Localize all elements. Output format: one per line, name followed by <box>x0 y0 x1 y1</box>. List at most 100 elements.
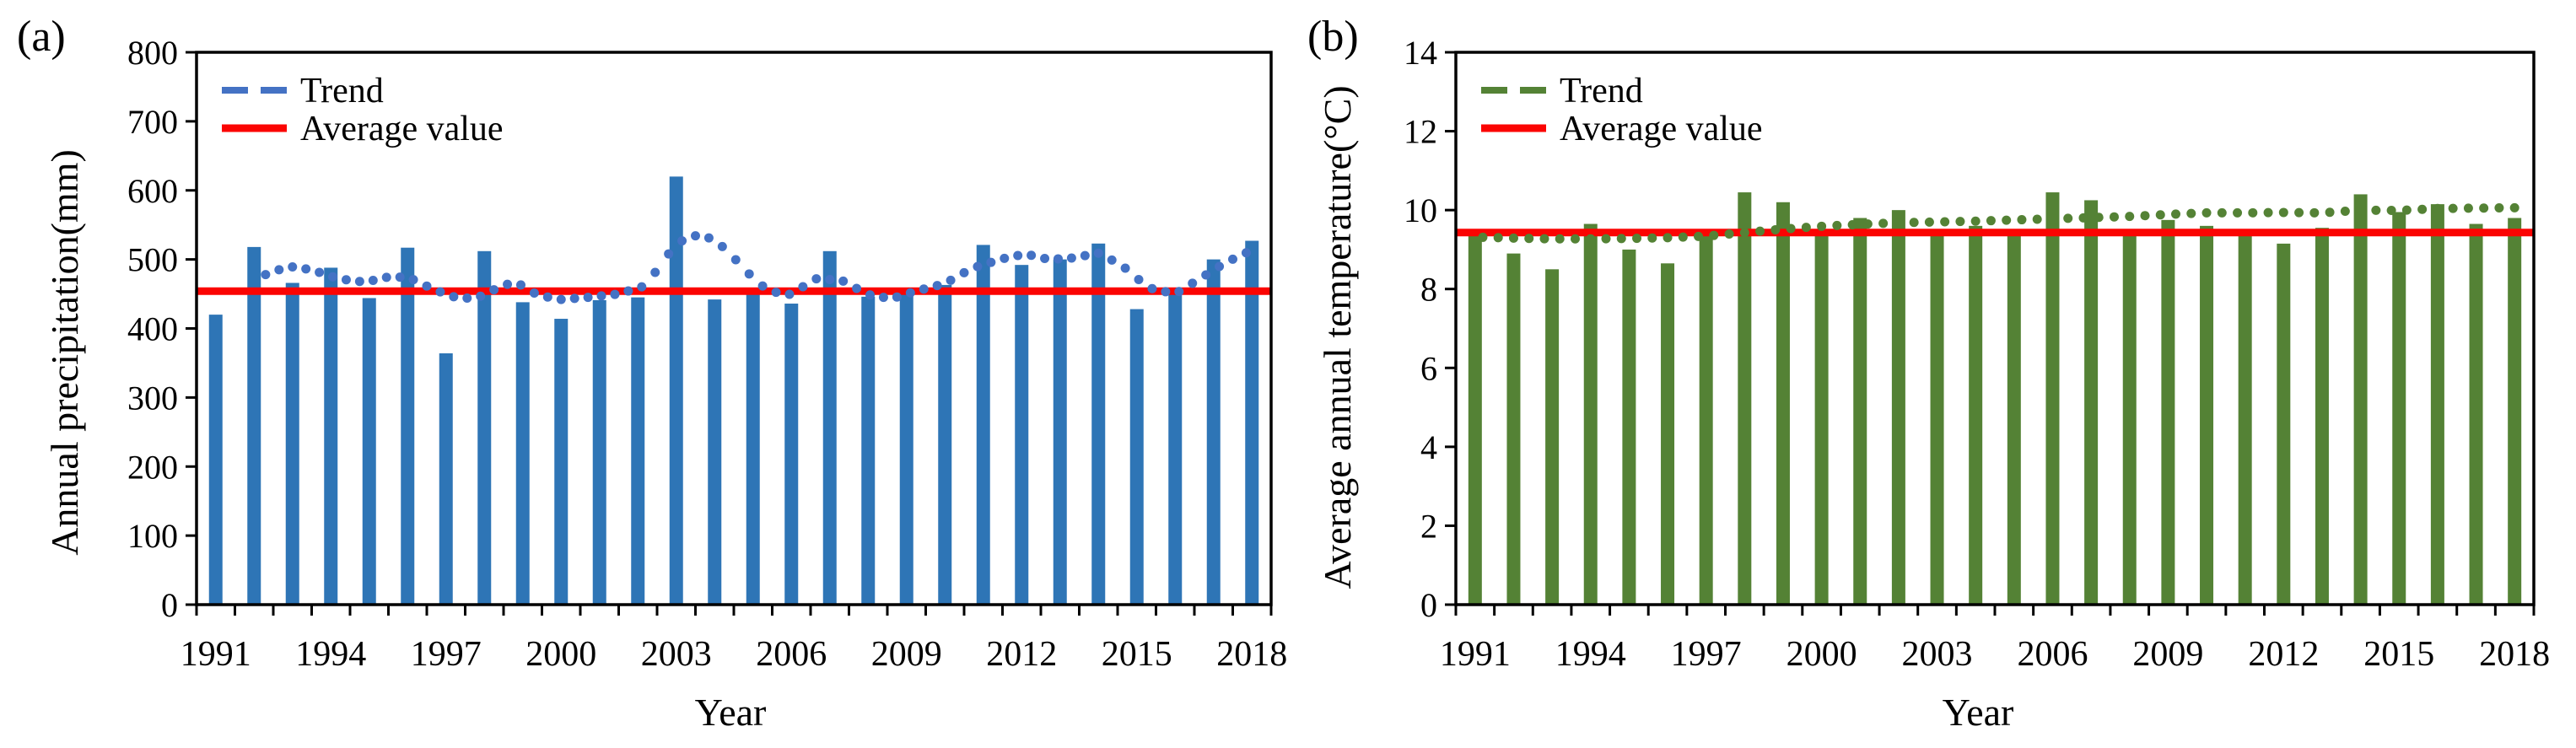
x-tick-label: 1994 <box>1555 635 1626 674</box>
bar-1991 <box>1468 234 1482 605</box>
x-tick-label: 2006 <box>756 635 827 674</box>
panel-a-label: (a) <box>17 13 66 61</box>
trend-dot <box>1093 248 1103 258</box>
bar-2011 <box>2238 235 2252 605</box>
plot-frame <box>1454 51 2536 606</box>
trend-dot <box>717 241 727 251</box>
trend-dot <box>2356 205 2366 215</box>
x-tick-label: 2018 <box>1216 635 1287 674</box>
trend-dot <box>1555 234 1565 244</box>
bar-2004 <box>1969 225 1983 605</box>
bar-1991 <box>208 315 223 605</box>
trend-dot <box>691 231 700 241</box>
trend-dot <box>919 284 929 294</box>
trend-dot <box>462 293 472 303</box>
bar-1994 <box>1583 223 1598 605</box>
trend-dot <box>2233 207 2243 218</box>
trend-dot <box>2109 212 2119 222</box>
y-tick-label: 10 <box>1404 191 1437 229</box>
trend-dot <box>274 265 284 275</box>
bar-1995 <box>1622 249 1636 605</box>
trend-dot <box>596 291 606 301</box>
bar-1997 <box>439 352 453 605</box>
trend-dot <box>381 272 391 283</box>
bar-2007 <box>2084 200 2099 605</box>
y-tick-label: 12 <box>1404 113 1437 151</box>
trend-dot <box>1201 270 1211 280</box>
trend-dot <box>1755 226 1765 236</box>
trend-dot <box>1878 218 1889 229</box>
bar-2007 <box>822 250 837 605</box>
x-tick-label: 2003 <box>1902 635 1973 674</box>
trend-dot <box>2494 203 2504 213</box>
y-tick-label: 400 <box>127 310 178 348</box>
x-tick-label: 2012 <box>2248 635 2319 674</box>
bar-2012 <box>2277 243 2291 605</box>
trend-dot <box>1832 220 1842 230</box>
bar-2018 <box>1245 240 1259 605</box>
trend-dot <box>2201 207 2212 218</box>
y-tick-label: 0 <box>1420 586 1437 624</box>
trend-dot <box>1478 232 1488 242</box>
trend-dot <box>1241 248 1251 258</box>
trend-dot <box>825 274 835 284</box>
trend-dot <box>2140 211 2150 221</box>
bar-1993 <box>1545 269 1560 605</box>
trend-dot <box>2509 202 2519 213</box>
trend-dot <box>1174 287 1184 297</box>
trend-dot <box>730 255 741 265</box>
trend-dot <box>1817 221 1827 231</box>
trend-dot <box>1524 234 1534 244</box>
trend-dot <box>2371 205 2381 215</box>
bar-1998 <box>477 250 492 605</box>
panel-b-legend-average-label: Average value <box>1560 110 1763 148</box>
trend-dot <box>1847 219 1857 229</box>
trend-dot <box>583 293 593 303</box>
trend-dot <box>677 236 687 246</box>
trend-dot <box>744 269 754 279</box>
bar-2016 <box>1168 289 1183 605</box>
bar-2004 <box>708 299 722 605</box>
trend-dot <box>2417 204 2428 214</box>
trend-dot <box>2340 206 2350 216</box>
trend-dot <box>1709 230 1719 240</box>
trend-dot <box>1066 253 1076 263</box>
trend-dot <box>1134 275 1144 285</box>
trend-dot <box>2017 215 2027 225</box>
trend-dot <box>1986 216 1996 226</box>
bar-1998 <box>1738 192 1752 605</box>
panel-b-x-axis-title: Year <box>1943 691 2014 734</box>
trend-dot <box>476 291 486 301</box>
x-tick-label: 1991 <box>1440 635 1511 674</box>
bar-2017 <box>1206 259 1221 605</box>
trend-dot <box>838 276 849 286</box>
trend-dot <box>2248 207 2258 218</box>
bar-2008 <box>2122 234 2137 605</box>
bar-1997 <box>1699 231 1713 605</box>
y-tick-label: 500 <box>127 241 178 279</box>
trend-dot <box>637 282 647 292</box>
panel-a-y-axis-title: Annual precipitation(mm) <box>43 149 86 556</box>
bar-2000 <box>1814 229 1829 605</box>
trend-dot <box>1539 234 1549 244</box>
bar-2005 <box>2007 231 2021 605</box>
trend-dot <box>1493 233 1503 243</box>
bar-2000 <box>554 319 569 605</box>
x-tick-label: 2000 <box>525 635 596 674</box>
bar-2006 <box>2045 192 2060 605</box>
trend-dot <box>2063 213 2073 223</box>
trend-dot <box>1616 234 1626 244</box>
trend-dot <box>1000 253 1010 263</box>
plot-frame <box>195 51 1273 606</box>
trend-dot <box>852 283 862 293</box>
trend-dot <box>1894 218 1904 228</box>
bar-2002 <box>631 297 645 605</box>
panel-b-legend-trend-label: Trend <box>1560 72 1643 110</box>
bar-2013 <box>2315 228 2329 605</box>
trend-dot <box>1586 234 1596 244</box>
trend-dot <box>2217 207 2227 218</box>
trend-dot <box>2186 208 2196 218</box>
x-tick-label: 1997 <box>1671 635 1742 674</box>
trend-dot <box>556 294 566 304</box>
